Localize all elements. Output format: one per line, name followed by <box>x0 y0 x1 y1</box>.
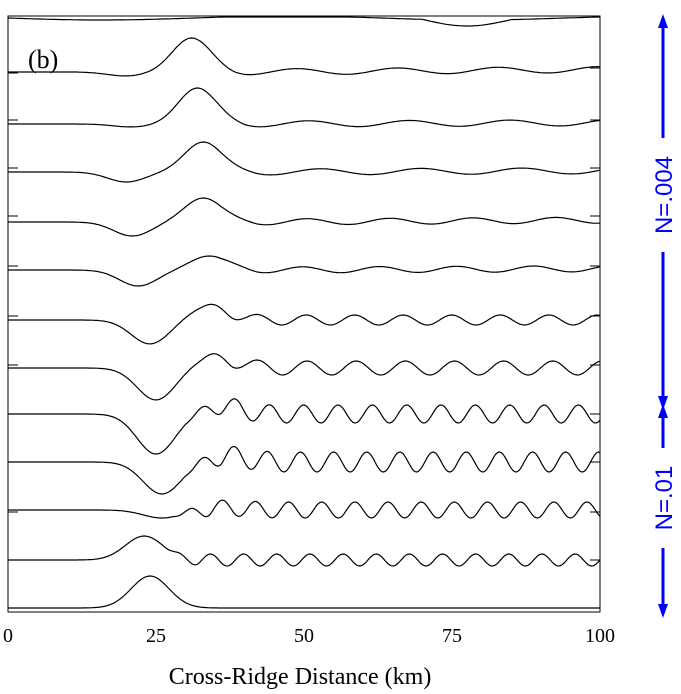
series-line-1 <box>8 37 600 77</box>
series-line-7 <box>8 353 601 401</box>
series-line-3 <box>8 141 601 183</box>
series-line-12 <box>8 575 600 609</box>
x-tick-labels: 0 25 50 75 100 <box>3 625 615 647</box>
panel-label: (b) <box>28 45 58 74</box>
series-line-6 <box>8 303 601 345</box>
tick-marks <box>8 67 600 561</box>
series-line-4 <box>8 197 601 237</box>
regime-bracket: N=.004 N=.01 <box>651 14 678 618</box>
x-tick-label-0: 0 <box>3 625 13 647</box>
lower-arrow-head-top <box>658 404 668 418</box>
series-line-5 <box>8 255 601 287</box>
x-axis-label: Cross-Ridge Distance (km) <box>169 664 432 690</box>
upper-arrow-head-bottom <box>658 396 668 410</box>
upper-regime-label: N=.004 <box>651 156 678 234</box>
series-group <box>7 16 601 609</box>
series-line-9 <box>8 445 601 495</box>
x-tick-label-50: 50 <box>294 625 314 647</box>
series-line-2 <box>8 87 601 128</box>
x-tick-label-25: 25 <box>146 625 166 647</box>
series-line-10 <box>8 499 601 519</box>
plot-frame <box>7 15 601 613</box>
x-tick-label-100: 100 <box>585 625 615 647</box>
x-tick-label-75: 75 <box>442 625 462 647</box>
series-line-11 <box>8 535 601 567</box>
upper-arrow-head-top <box>658 14 668 28</box>
series-line-8 <box>8 398 601 455</box>
lower-arrow-head-bottom <box>658 604 668 618</box>
series-line-0 <box>7 16 600 27</box>
lower-regime-label: N=.01 <box>651 466 678 531</box>
